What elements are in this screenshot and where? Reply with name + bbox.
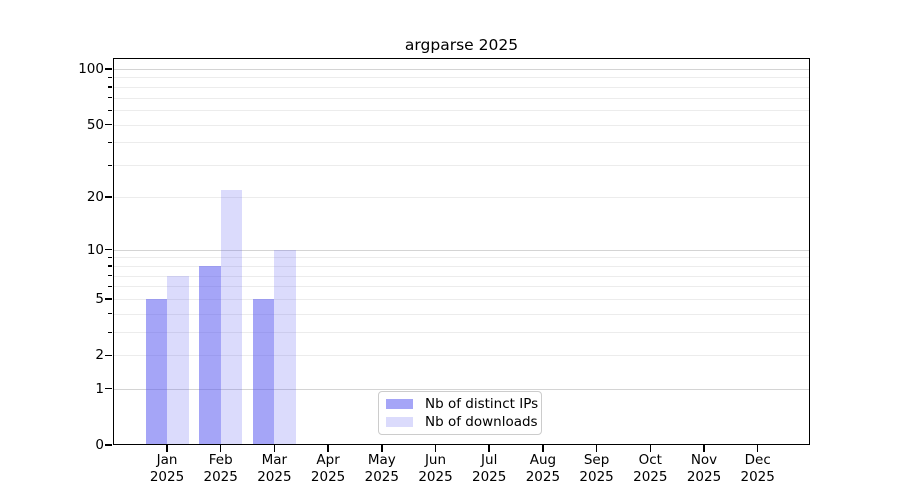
gridline-minor (113, 142, 810, 144)
gridline-minor (113, 355, 810, 357)
bar-downloads (167, 275, 189, 445)
x-tick-label: Apr 2025 (310, 452, 346, 485)
y-minor-tick (108, 285, 112, 288)
x-tick-label: Jan 2025 (149, 452, 185, 485)
y-minor-tick (108, 141, 112, 144)
x-tick (703, 445, 705, 452)
y-tick (105, 298, 112, 300)
gridline-minor (113, 196, 810, 198)
y-tick-label: 5 (95, 291, 104, 308)
x-tick-label: Oct 2025 (633, 452, 668, 485)
legend-label-distinct-ips: Nb of distinct IPs (425, 395, 539, 412)
legend-item-distinct-ips: Nb of distinct IPs (386, 396, 541, 412)
gridline-minor (113, 124, 810, 126)
y-tick-label: 50 (86, 116, 104, 133)
y-tick (105, 354, 112, 357)
gridline-minor (113, 275, 810, 277)
y-minor-tick (108, 76, 112, 79)
y-tick (105, 248, 112, 251)
y-tick-label: 1 (95, 380, 104, 397)
x-tick (542, 445, 544, 452)
gridline-minor (113, 332, 810, 334)
x-tick (273, 445, 276, 452)
gridline-minor (113, 97, 810, 99)
gridline-major (113, 68, 810, 70)
y-tick (105, 387, 112, 390)
y-tick-label: 2 (95, 347, 104, 364)
x-tick-label: Dec 2025 (740, 452, 775, 485)
x-tick-label: Mar 2025 (257, 452, 292, 485)
y-minor-tick (108, 164, 112, 166)
x-tick (327, 445, 329, 452)
x-tick (434, 445, 437, 452)
bar-distinct-ips (252, 299, 275, 445)
legend: Nb of distinct IPs Nb of downloads (378, 391, 542, 435)
y-tick-label: 20 (86, 188, 104, 205)
y-minor-tick (108, 97, 112, 99)
gridline-minor (113, 257, 810, 259)
legend-label-downloads: Nb of downloads (425, 414, 538, 431)
y-tick-label: 100 (78, 60, 104, 77)
bar-downloads (220, 189, 243, 445)
x-tick-label: Jun 2025 (418, 452, 453, 485)
y-minor-tick (108, 265, 112, 267)
gridline-minor (113, 265, 810, 267)
y-minor-tick (108, 256, 112, 258)
x-tick (649, 445, 652, 452)
gridline-minor (113, 86, 810, 88)
x-tick-label: Feb 2025 (203, 452, 238, 485)
x-tick-label: May 2025 (364, 452, 399, 485)
legend-item-downloads: Nb of downloads (386, 414, 541, 430)
bar-distinct-ips (199, 265, 221, 445)
y-tick (105, 123, 112, 126)
bar-downloads (274, 249, 296, 445)
gridline-minor (113, 299, 810, 301)
y-minor-tick (108, 86, 112, 88)
legend-swatch-downloads (386, 417, 413, 428)
gridline-major (113, 249, 810, 251)
y-tick (105, 68, 112, 70)
gridline-minor (113, 313, 810, 315)
gridline-minor (113, 110, 810, 112)
chart-title: argparse 2025 (404, 36, 519, 54)
y-tick (105, 444, 112, 446)
x-tick (756, 445, 759, 452)
x-tick (166, 445, 168, 452)
y-minor-tick (108, 313, 112, 315)
legend-swatch-distinct-ips (386, 398, 413, 409)
y-minor-tick (108, 331, 112, 333)
gridline-minor (113, 286, 810, 288)
gridline-minor (113, 77, 810, 79)
x-tick-label: Sep 2025 (579, 452, 614, 485)
x-tick (595, 445, 598, 452)
y-tick-label: 0 (95, 437, 104, 453)
bar-distinct-ips (145, 299, 167, 445)
x-tick (381, 445, 383, 452)
plot-area (105, 58, 810, 452)
x-tick (219, 445, 222, 452)
y-tick (105, 196, 112, 198)
x-tick (488, 445, 490, 452)
y-tick-label: 10 (86, 241, 104, 258)
y-minor-tick (108, 109, 112, 111)
gridline-minor (113, 165, 810, 167)
y-minor-tick (108, 275, 112, 277)
x-tick-label: Jul 2025 (472, 452, 507, 485)
x-tick-label: Nov 2025 (686, 452, 722, 485)
x-tick-label: Aug 2025 (525, 452, 561, 485)
gridline-major (113, 388, 810, 390)
